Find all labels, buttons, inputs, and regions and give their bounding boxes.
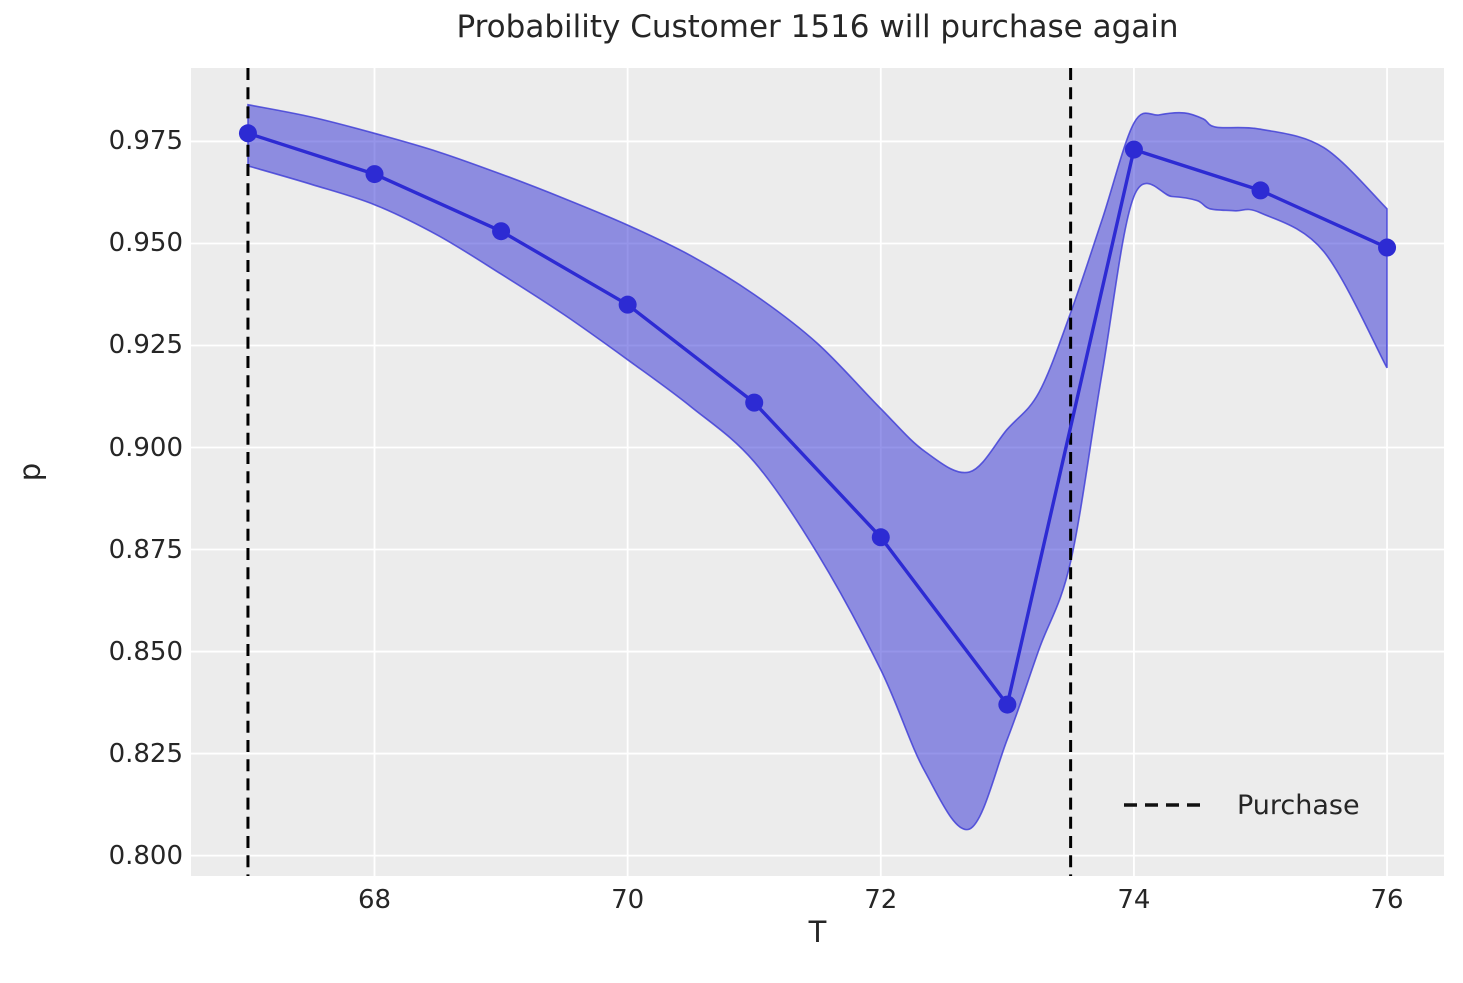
data-point-marker (998, 695, 1017, 714)
x-tick-label: 70 (611, 885, 645, 915)
data-point-marker (1378, 238, 1397, 257)
x-tick-label: 74 (1117, 885, 1151, 915)
legend-label: Purchase (1237, 789, 1360, 821)
y-tick-label: 0.800 (108, 840, 183, 871)
y-tick-label: 0.925 (108, 330, 183, 361)
data-point-marker (1251, 181, 1270, 200)
chart-title: Probability Customer 1516 will purchase … (456, 9, 1179, 45)
y-tick-label: 0.850 (108, 636, 183, 667)
y-tick-label: 0.975 (108, 126, 183, 157)
x-tick-label: 68 (357, 885, 392, 915)
purchase-dashed-line-sample (1124, 803, 1208, 807)
y-tick-label: 0.825 (108, 738, 183, 769)
probability-line (247, 131, 1388, 707)
data-point-marker (365, 165, 384, 184)
legend: Purchase (1122, 786, 1360, 824)
x-tick-label: 76 (1370, 885, 1404, 915)
x-tick-label: 72 (864, 885, 898, 915)
y-tick-label: 0.875 (108, 534, 183, 565)
data-point-marker (492, 222, 511, 241)
data-point-marker (745, 393, 764, 412)
data-point-marker (238, 124, 257, 143)
y-tick-label: 0.900 (108, 432, 183, 463)
data-point-marker (618, 295, 637, 314)
data-point-marker (871, 528, 890, 547)
x-axis-label: T (808, 915, 827, 949)
y-tick-label: 0.950 (108, 228, 183, 259)
data-point-marker (1124, 140, 1143, 159)
